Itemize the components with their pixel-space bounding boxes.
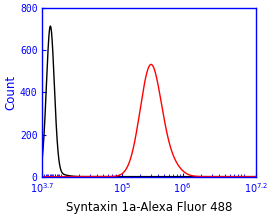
Y-axis label: Count: Count (4, 75, 17, 110)
X-axis label: Syntaxin 1a-Alexa Fluor 488: Syntaxin 1a-Alexa Fluor 488 (66, 201, 232, 214)
